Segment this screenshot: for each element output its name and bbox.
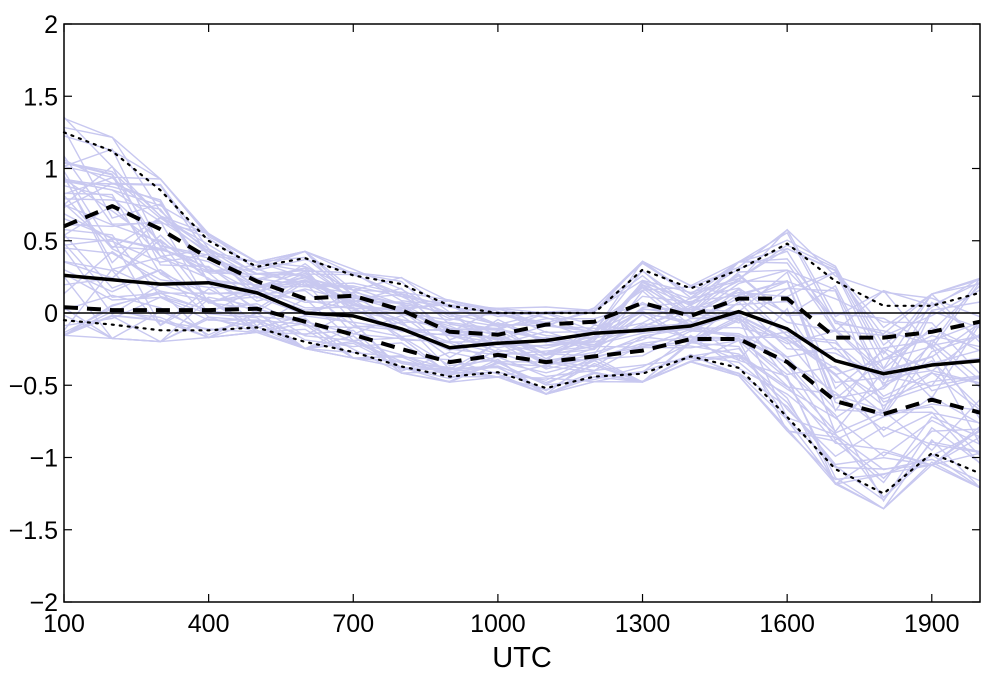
axis-ticks: 100 400 700 1000 1300 1600 1900 −2 −1.5 −1 −0.5 0 0.… (9, 11, 980, 638)
ensemble-member-line (63, 292, 981, 470)
ensemble-member-line (63, 204, 981, 400)
series-line-3-solid (63, 273, 981, 376)
series-line-1-dotted (62, 131, 982, 315)
ensemble-member-line (63, 165, 981, 356)
x-tick-label: 1600 (759, 610, 815, 638)
ensemble-member-line (63, 310, 981, 510)
x-tick-label: 400 (188, 610, 230, 638)
y-tick-label: −0.5 (9, 372, 58, 400)
ensemble-member-line (63, 250, 981, 503)
y-tick-label: 0.5 (23, 228, 58, 256)
ensemble-member-line (63, 171, 981, 351)
x-tick-label: 100 (43, 610, 85, 638)
y-tick-label: 0 (44, 300, 58, 328)
ensemble-member-line (63, 234, 981, 420)
ensemble-member-line (63, 117, 981, 370)
summary-lines (62, 131, 982, 495)
ensemble-member-line (63, 228, 981, 432)
ensemble-member-line (63, 296, 981, 458)
series-line-4-dashed (63, 305, 981, 417)
series-line-5-dotted (62, 319, 982, 495)
y-tick-label: −1 (29, 445, 58, 473)
ensemble-member-line (63, 294, 981, 457)
x-tick-label: 1300 (615, 610, 671, 638)
x-tick-label: 1000 (470, 610, 526, 638)
y-tick-label: 1 (44, 156, 58, 184)
y-tick-label: 2 (44, 11, 58, 39)
ensemble-member-line (63, 269, 981, 457)
ensemble-member-line (63, 204, 981, 384)
ensemble-member-line (63, 220, 981, 401)
x-tick-label: 1900 (904, 610, 960, 638)
series-line-2-dashed (63, 204, 981, 340)
ensemble-member-line (63, 314, 981, 466)
y-tick-label: −2 (29, 589, 58, 617)
ensemble-member-line (63, 128, 981, 347)
x-tick-label: 700 (332, 610, 374, 638)
x-axis-label: UTC (492, 642, 552, 674)
ensemble-member-line (63, 126, 981, 346)
y-tick-label: 1.5 (23, 83, 58, 111)
y-tick-label: −1.5 (9, 517, 58, 545)
